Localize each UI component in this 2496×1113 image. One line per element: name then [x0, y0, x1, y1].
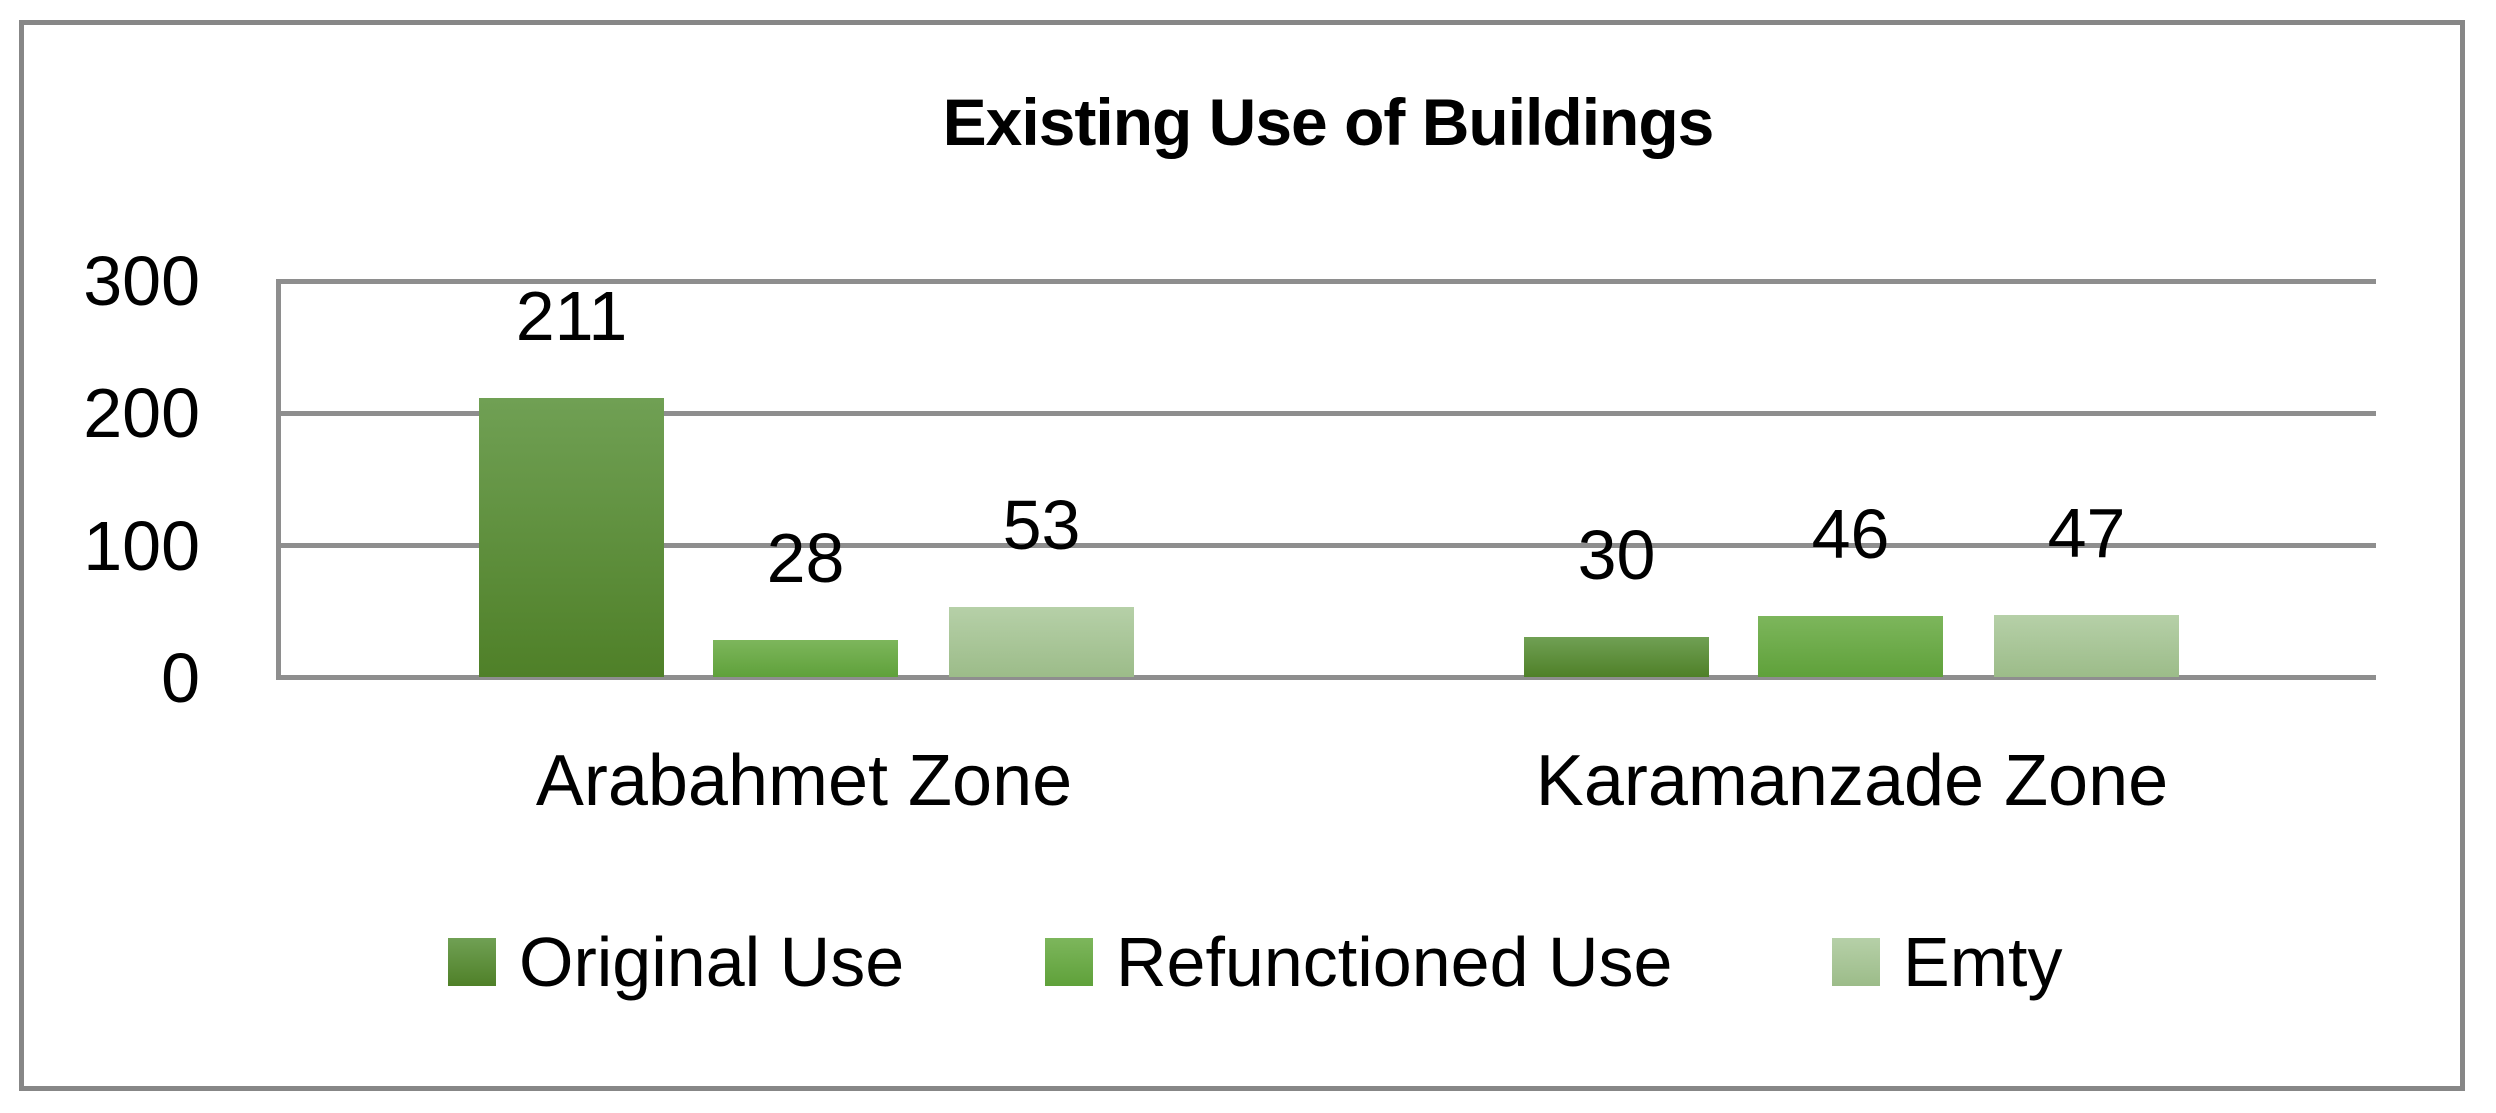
- category-label-karamanzade-zone: Karamanzade Zone: [1535, 741, 2169, 821]
- bar-arabahmet-refunctioned-use: [713, 639, 898, 677]
- bar-value-label: 28: [766, 518, 845, 597]
- legend-label: Original Use: [519, 923, 905, 1001]
- bar-value-label: 30: [1577, 516, 1656, 595]
- gridline-100: [280, 543, 2376, 548]
- legend-item-refunctioned-use: Refunctioned Use: [1045, 923, 1673, 1001]
- y-tick-label-0: 0: [161, 639, 200, 717]
- bar-value-label: 47: [2047, 493, 2126, 572]
- legend-swatch-refunctioned-use: [1045, 938, 1093, 986]
- y-axis-line: [276, 279, 281, 680]
- bar-slot-arabahmet-emty: 53: [949, 489, 1134, 677]
- bar-slot-arabahmet-refunctioned: 28: [713, 522, 898, 677]
- plot-area: 211 28 53 30 46 47: [280, 280, 2376, 678]
- y-tick-label-100: 100: [83, 507, 200, 585]
- y-tick-label-200: 200: [83, 374, 200, 452]
- gridline-200: [280, 411, 2376, 416]
- bar-value-label: 211: [515, 276, 628, 355]
- gridline-300: [280, 279, 2376, 284]
- bar-karamanzade-emty: [1994, 614, 2179, 677]
- chart-border-frame: [19, 20, 2465, 1091]
- bar-slot-karamanzade-original: 30: [1524, 519, 1709, 677]
- bar-arabahmet-original-use: [479, 397, 664, 677]
- gridline-0-baseline: [280, 675, 2376, 680]
- legend-swatch-original-use: [448, 938, 496, 986]
- bar-slot-arabahmet-original: 211: [479, 280, 664, 677]
- bar-arabahmet-emty: [949, 606, 1134, 677]
- bar-slot-karamanzade-emty: 47: [1994, 497, 2179, 677]
- category-label-arabahmet-zone: Arabahmet Zone: [535, 741, 1073, 821]
- legend-item-original-use: Original Use: [448, 923, 905, 1001]
- legend-swatch-emty: [1832, 938, 1880, 986]
- bar-value-label: 53: [1002, 485, 1081, 564]
- y-tick-label-300: 300: [83, 242, 200, 320]
- legend-item-emty: Emty: [1832, 923, 2063, 1001]
- bar-value-label: 46: [1811, 495, 1890, 574]
- legend-label: Refunctioned Use: [1116, 923, 1673, 1001]
- chart-title: Existing Use of Buildings: [942, 85, 1715, 159]
- bar-karamanzade-original-use: [1524, 637, 1709, 677]
- legend-label: Emty: [1903, 923, 2063, 1001]
- bar-slot-karamanzade-refunctioned: 46: [1758, 498, 1943, 677]
- bar-karamanzade-refunctioned-use: [1758, 616, 1943, 677]
